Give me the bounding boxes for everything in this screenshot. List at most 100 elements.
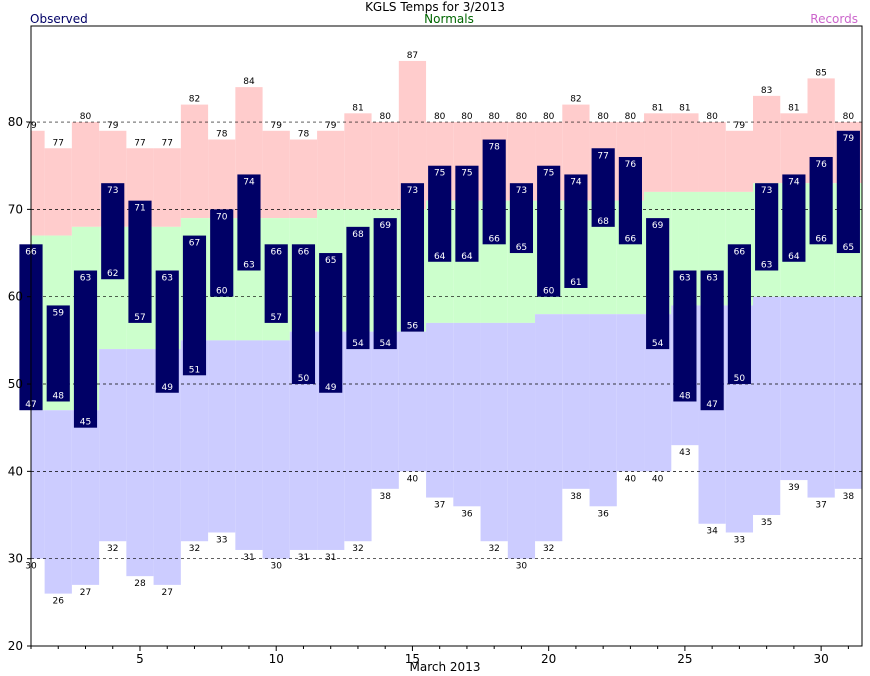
observed-low-label: 64 xyxy=(434,252,446,262)
observed-high-label: 69 xyxy=(379,221,391,231)
record-low-band xyxy=(71,410,100,585)
record-high-band xyxy=(44,148,72,236)
record-high-label: 81 xyxy=(788,103,799,113)
observed-high-label: 63 xyxy=(162,274,173,284)
record-low-band xyxy=(834,296,862,489)
x-tick-label: 15 xyxy=(405,652,420,666)
y-tick-label: 70 xyxy=(8,202,23,216)
observed-low-label: 62 xyxy=(107,269,118,279)
observed-low-label: 68 xyxy=(597,217,609,227)
record-high-band xyxy=(698,122,726,192)
record-high-label: 80 xyxy=(843,112,855,122)
record-high-label: 80 xyxy=(543,112,555,122)
record-low-label: 31 xyxy=(243,553,254,563)
record-low-label: 40 xyxy=(625,474,637,484)
observed-low-label: 65 xyxy=(516,243,527,253)
observed-high-label: 66 xyxy=(270,247,282,257)
observed-high-label: 78 xyxy=(488,143,500,153)
record-high-label: 83 xyxy=(761,86,772,96)
observed-bar xyxy=(727,244,751,385)
observed-bar xyxy=(428,165,452,262)
plot-frame xyxy=(30,25,863,647)
observed-bar xyxy=(618,156,642,245)
observed-bar xyxy=(373,218,397,350)
observed-low-label: 66 xyxy=(625,234,637,244)
record-low-band xyxy=(807,296,835,498)
x-tick-label: 10 xyxy=(269,652,284,666)
record-low-band xyxy=(535,314,563,542)
record-high-label: 78 xyxy=(298,130,310,140)
observed-bar xyxy=(400,183,425,332)
record-high-band xyxy=(208,139,236,219)
record-high-band xyxy=(344,113,372,210)
observed-bar xyxy=(809,156,833,245)
observed-low-label: 49 xyxy=(325,383,337,393)
record-low-label: 43 xyxy=(679,448,690,458)
observed-high-label: 66 xyxy=(734,247,746,257)
record-high-band xyxy=(31,130,45,236)
chart-title: KGLS Temps for 3/2013 xyxy=(365,0,505,14)
record-low-label: 40 xyxy=(407,474,419,484)
observed-high-label: 76 xyxy=(625,160,637,170)
record-high-label: 79 xyxy=(734,121,746,131)
observed-high-label: 67 xyxy=(189,239,200,249)
legend-observed: Observed xyxy=(30,12,88,26)
observed-bar xyxy=(101,183,125,280)
record-low-label: 33 xyxy=(734,535,745,545)
record-high-band xyxy=(289,139,318,219)
record-low-label: 30 xyxy=(516,562,528,572)
record-low-label: 30 xyxy=(270,562,282,572)
observed-bar xyxy=(782,174,806,262)
record-low-label: 32 xyxy=(189,544,200,554)
observed-bar xyxy=(591,148,615,227)
record-low-band xyxy=(262,340,290,559)
x-axis-label: March 2013 xyxy=(410,660,481,674)
record-low-label: 31 xyxy=(325,553,336,563)
record-low-label: 34 xyxy=(706,527,718,537)
record-low-band xyxy=(235,340,263,550)
record-high-label: 79 xyxy=(107,121,119,131)
record-high-label: 80 xyxy=(597,112,609,122)
record-low-band xyxy=(589,314,617,507)
observed-low-label: 61 xyxy=(570,278,581,288)
observed-high-label: 71 xyxy=(134,204,145,214)
observed-low-label: 50 xyxy=(734,374,746,384)
record-low-label: 37 xyxy=(434,501,445,511)
observed-high-label: 73 xyxy=(407,186,418,196)
observed-low-label: 66 xyxy=(488,234,500,244)
record-low-band xyxy=(126,349,154,577)
observed-bar xyxy=(700,270,724,411)
record-high-label: 81 xyxy=(679,103,690,113)
record-high-label: 82 xyxy=(189,95,200,105)
observed-bar xyxy=(73,270,98,428)
record-high-label: 80 xyxy=(706,112,718,122)
record-high-label: 80 xyxy=(379,112,391,122)
observed-bar xyxy=(291,244,316,385)
observed-low-label: 57 xyxy=(270,313,281,323)
record-low-label: 37 xyxy=(815,501,826,511)
observed-high-label: 77 xyxy=(597,151,608,161)
x-tick-label: 30 xyxy=(813,652,828,666)
record-high-band xyxy=(71,122,100,227)
observed-low-label: 63 xyxy=(761,261,772,271)
observed-bar xyxy=(264,244,288,323)
record-low-band xyxy=(208,340,236,533)
record-low-band xyxy=(426,322,454,498)
observed-bar xyxy=(455,165,479,262)
record-high-label: 79 xyxy=(325,121,337,131)
record-low-band xyxy=(780,296,808,481)
observed-high-label: 76 xyxy=(815,160,827,170)
observed-high-label: 69 xyxy=(652,221,664,231)
observed-bar xyxy=(155,270,179,393)
observed-low-label: 45 xyxy=(80,418,91,428)
observed-high-label: 68 xyxy=(352,230,364,240)
x-tick-label: 20 xyxy=(541,652,556,666)
record-low-band xyxy=(453,322,481,507)
observed-bar xyxy=(128,200,152,323)
observed-bar xyxy=(537,165,561,297)
record-low-band xyxy=(616,314,645,472)
record-low-label: 35 xyxy=(761,518,772,528)
x-tick-label: 25 xyxy=(677,652,692,666)
observed-bar xyxy=(755,183,779,271)
record-low-band xyxy=(44,410,72,594)
